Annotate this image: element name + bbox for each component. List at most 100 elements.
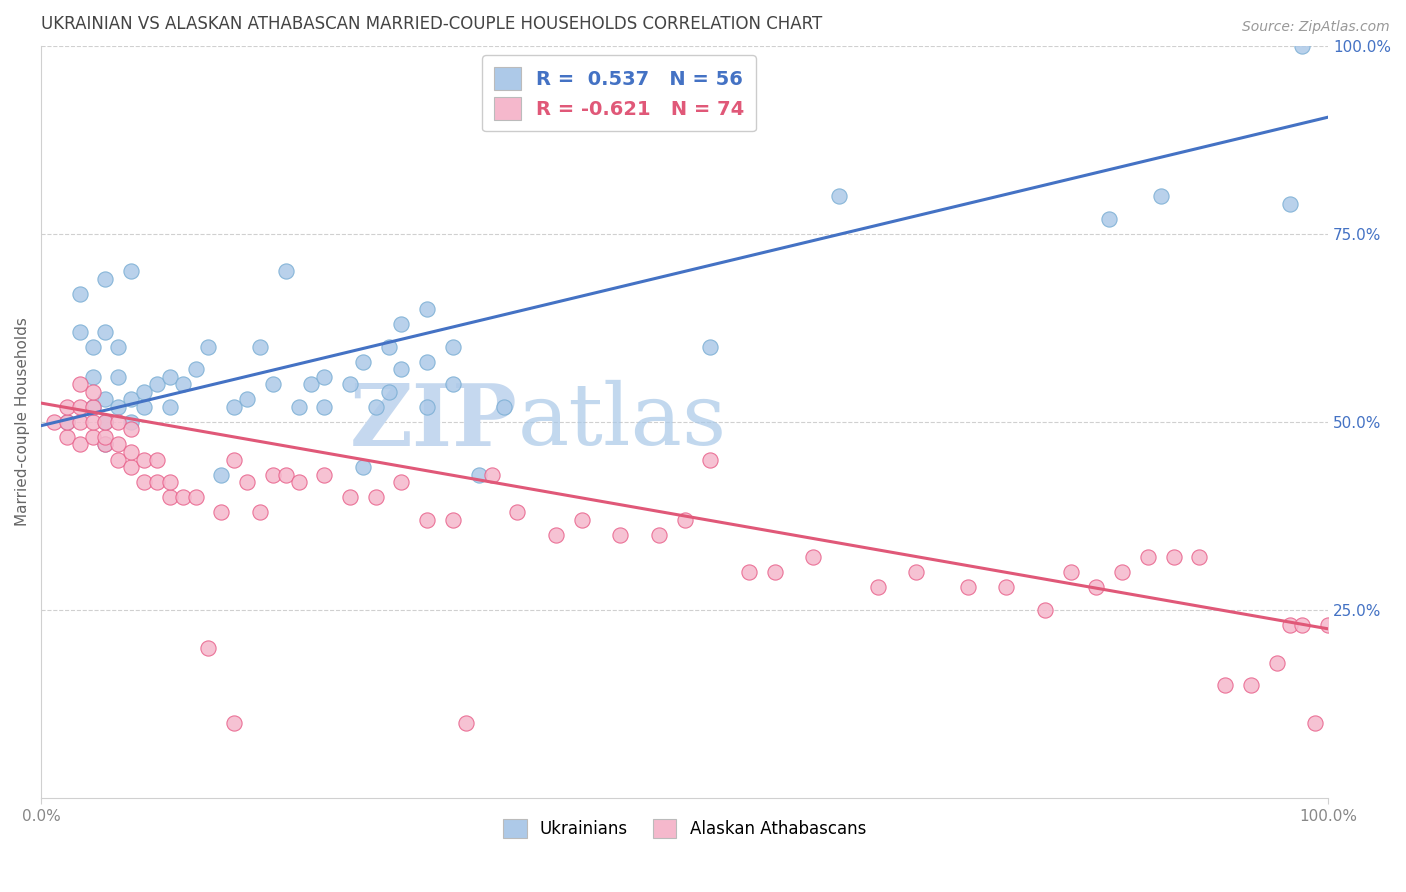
Point xyxy=(416,513,439,527)
Point xyxy=(364,490,387,504)
Point xyxy=(94,272,117,286)
Point xyxy=(94,392,117,407)
Point xyxy=(249,340,271,354)
Point xyxy=(209,505,232,519)
Text: UKRAINIAN VS ALASKAN ATHABASCAN MARRIED-COUPLE HOUSEHOLDS CORRELATION CHART: UKRAINIAN VS ALASKAN ATHABASCAN MARRIED-… xyxy=(41,15,823,33)
Point xyxy=(738,566,761,580)
Text: ZIP: ZIP xyxy=(350,380,517,464)
Point xyxy=(866,581,889,595)
Point xyxy=(132,475,155,489)
Point xyxy=(391,362,413,376)
Point xyxy=(391,317,413,331)
Point xyxy=(314,369,336,384)
Point xyxy=(224,452,246,467)
Point xyxy=(107,369,129,384)
Point xyxy=(94,325,117,339)
Point xyxy=(506,505,529,519)
Point xyxy=(69,400,91,414)
Point xyxy=(132,384,155,399)
Point xyxy=(184,362,207,376)
Point xyxy=(1163,550,1185,565)
Point xyxy=(172,490,194,504)
Point xyxy=(120,264,142,278)
Point xyxy=(159,475,181,489)
Point xyxy=(69,325,91,339)
Point xyxy=(172,377,194,392)
Point xyxy=(416,301,439,316)
Point xyxy=(1033,603,1056,617)
Point xyxy=(956,581,979,595)
Point xyxy=(94,430,117,444)
Point xyxy=(146,377,169,392)
Point xyxy=(544,528,567,542)
Point xyxy=(56,430,79,444)
Point xyxy=(1188,550,1211,565)
Point xyxy=(1060,566,1083,580)
Point xyxy=(763,566,786,580)
Point xyxy=(159,400,181,414)
Point xyxy=(905,566,928,580)
Point xyxy=(120,460,142,475)
Point xyxy=(107,340,129,354)
Point xyxy=(82,415,104,429)
Point xyxy=(82,400,104,414)
Point xyxy=(377,340,399,354)
Point xyxy=(1098,211,1121,226)
Point xyxy=(454,715,477,730)
Point xyxy=(828,189,851,203)
Point xyxy=(249,505,271,519)
Point xyxy=(94,415,117,429)
Point xyxy=(184,490,207,504)
Point xyxy=(801,550,824,565)
Point xyxy=(274,264,297,278)
Point xyxy=(69,287,91,301)
Point xyxy=(132,400,155,414)
Point xyxy=(236,475,259,489)
Point xyxy=(352,460,374,475)
Point xyxy=(69,437,91,451)
Point xyxy=(352,354,374,368)
Point xyxy=(571,513,593,527)
Point xyxy=(82,400,104,414)
Point xyxy=(441,340,464,354)
Point xyxy=(1291,38,1313,53)
Point xyxy=(197,340,219,354)
Point xyxy=(120,422,142,436)
Y-axis label: Married-couple Households: Married-couple Households xyxy=(15,318,30,526)
Point xyxy=(197,640,219,655)
Point xyxy=(1265,656,1288,670)
Point xyxy=(481,467,503,482)
Point xyxy=(299,377,322,392)
Point xyxy=(1278,196,1301,211)
Point xyxy=(159,490,181,504)
Point xyxy=(120,392,142,407)
Point xyxy=(132,452,155,467)
Point xyxy=(364,400,387,414)
Point xyxy=(391,475,413,489)
Point xyxy=(209,467,232,482)
Point xyxy=(1085,581,1108,595)
Point xyxy=(224,715,246,730)
Point xyxy=(94,437,117,451)
Point xyxy=(441,377,464,392)
Point xyxy=(441,513,464,527)
Legend: Ukrainians, Alaskan Athabascans: Ukrainians, Alaskan Athabascans xyxy=(495,810,875,847)
Point xyxy=(107,437,129,451)
Point xyxy=(287,475,309,489)
Point xyxy=(274,467,297,482)
Point xyxy=(494,400,516,414)
Point xyxy=(262,467,284,482)
Point xyxy=(1278,618,1301,632)
Point xyxy=(467,467,489,482)
Point xyxy=(107,452,129,467)
Point xyxy=(339,490,361,504)
Point xyxy=(699,452,721,467)
Point xyxy=(56,415,79,429)
Point xyxy=(416,400,439,414)
Point xyxy=(82,430,104,444)
Point xyxy=(146,452,169,467)
Point xyxy=(224,400,246,414)
Point xyxy=(42,415,65,429)
Point xyxy=(107,415,129,429)
Point xyxy=(146,475,169,489)
